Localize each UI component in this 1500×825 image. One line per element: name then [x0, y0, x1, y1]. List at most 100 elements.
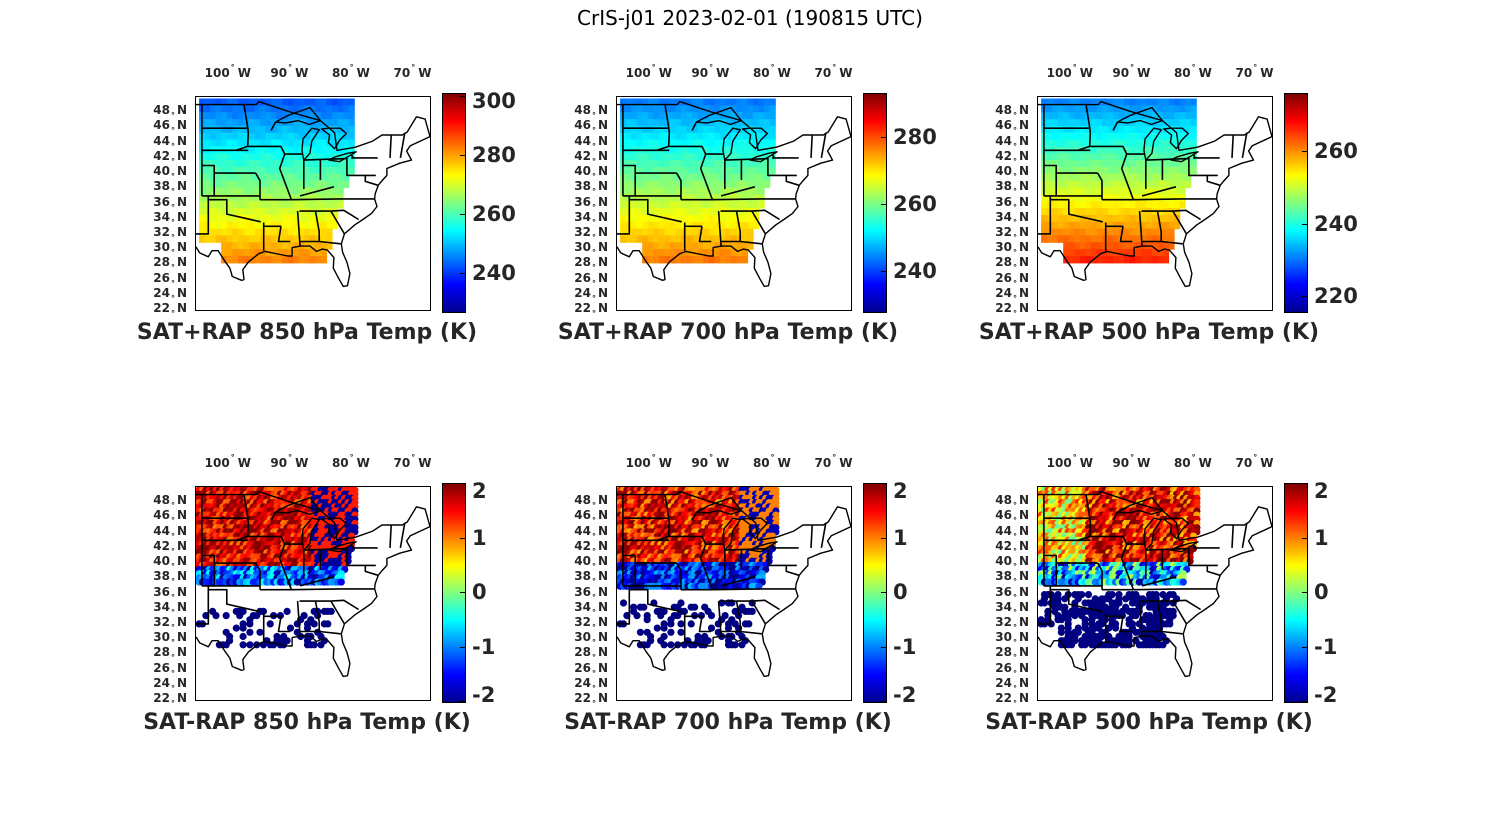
field-cell	[1151, 132, 1158, 141]
field-cell	[620, 208, 627, 216]
field-cell	[719, 221, 726, 230]
field-cell	[304, 235, 311, 243]
field-cell	[697, 125, 704, 134]
field-cell	[348, 167, 355, 175]
field-cell	[1146, 249, 1153, 257]
field-cell	[664, 235, 671, 243]
field-cell	[309, 132, 316, 141]
field-cell	[747, 173, 754, 182]
boundaries	[617, 490, 851, 678]
field-cell	[293, 160, 300, 168]
field-cell	[647, 194, 654, 202]
field-cell	[254, 112, 261, 120]
field-cell	[670, 112, 677, 120]
field-cell	[215, 125, 222, 134]
field-cell	[681, 98, 688, 106]
field-cell	[769, 125, 776, 134]
field-cell	[636, 221, 643, 230]
field-cell	[254, 208, 261, 216]
field-cell	[719, 105, 726, 113]
field-cell	[254, 119, 261, 127]
field-cell	[332, 194, 339, 202]
data-point	[667, 628, 675, 636]
field-cell	[210, 139, 217, 147]
field-cell	[681, 112, 688, 120]
field-cell	[658, 119, 665, 127]
field-cell	[642, 153, 649, 161]
colorbar-tickmark	[881, 701, 886, 702]
field-cell	[1091, 180, 1098, 189]
latitude-label: 48° N	[995, 103, 1029, 121]
state-border	[720, 599, 781, 611]
field-cell	[719, 256, 726, 264]
field-cell	[282, 214, 289, 223]
data-point	[660, 624, 668, 632]
field-cell	[675, 208, 682, 216]
field-cell	[287, 125, 294, 134]
field-cell	[753, 180, 760, 189]
field-cell	[1074, 119, 1081, 127]
field-cell	[1190, 167, 1197, 175]
field-cell	[686, 167, 693, 175]
longitude-label: 70° W	[393, 63, 432, 80]
field-cell	[697, 112, 704, 120]
state-border	[720, 576, 756, 587]
field-cell	[742, 160, 749, 168]
field-cell	[204, 153, 211, 161]
field-cell	[1140, 98, 1147, 106]
field-cell	[1135, 173, 1142, 182]
field-cell	[642, 201, 649, 209]
field-cell	[658, 153, 665, 161]
field-cell	[1151, 221, 1158, 230]
latitude-label: 28° N	[574, 645, 608, 663]
field-cell	[1174, 180, 1181, 189]
state-border	[617, 585, 631, 625]
field-cell	[243, 139, 250, 147]
field-cell	[1079, 235, 1086, 243]
field-cell	[653, 98, 660, 106]
field-cell	[1179, 119, 1186, 127]
field-cell	[1179, 125, 1186, 134]
state-border	[1241, 132, 1248, 159]
field-cell	[1096, 228, 1103, 236]
map-svg	[196, 487, 430, 678]
field-cell	[686, 119, 693, 127]
field-cell	[1140, 249, 1147, 257]
latitude-label: 22° N	[153, 691, 187, 708]
field-cell	[1140, 105, 1147, 113]
field-cell	[653, 256, 660, 264]
field-cell	[1079, 201, 1086, 209]
field-cell	[769, 139, 776, 147]
field-cell	[276, 132, 283, 141]
field-cell	[1068, 160, 1075, 168]
field-cell	[309, 214, 316, 223]
field-cell	[287, 146, 294, 154]
field-cell	[226, 235, 233, 243]
state-border	[721, 630, 762, 635]
field-cell	[1052, 194, 1059, 202]
field-cell	[249, 180, 256, 189]
field-cell	[1091, 125, 1098, 134]
field-cell	[1146, 132, 1153, 141]
state-border	[712, 198, 797, 201]
latitude-label: 32° N	[574, 614, 608, 632]
field-cell	[1102, 139, 1109, 147]
state-border	[255, 562, 261, 590]
field-cell	[276, 256, 283, 264]
field-cell	[753, 139, 760, 147]
state-border	[699, 153, 714, 200]
field-cell	[692, 228, 699, 236]
field-cell	[332, 160, 339, 168]
field-cell	[697, 235, 704, 243]
lake-outline	[1170, 151, 1199, 163]
field-cell	[686, 194, 693, 202]
field-cell	[243, 201, 250, 209]
field-cell	[1118, 112, 1125, 120]
longitude-label: 70° W	[1235, 63, 1274, 80]
longitude-label: 80° W	[331, 453, 370, 470]
field-cell	[1113, 235, 1120, 243]
state-border	[629, 588, 682, 613]
field-cell	[1057, 139, 1064, 147]
field-cell	[625, 173, 632, 182]
field-cell	[1174, 146, 1181, 154]
